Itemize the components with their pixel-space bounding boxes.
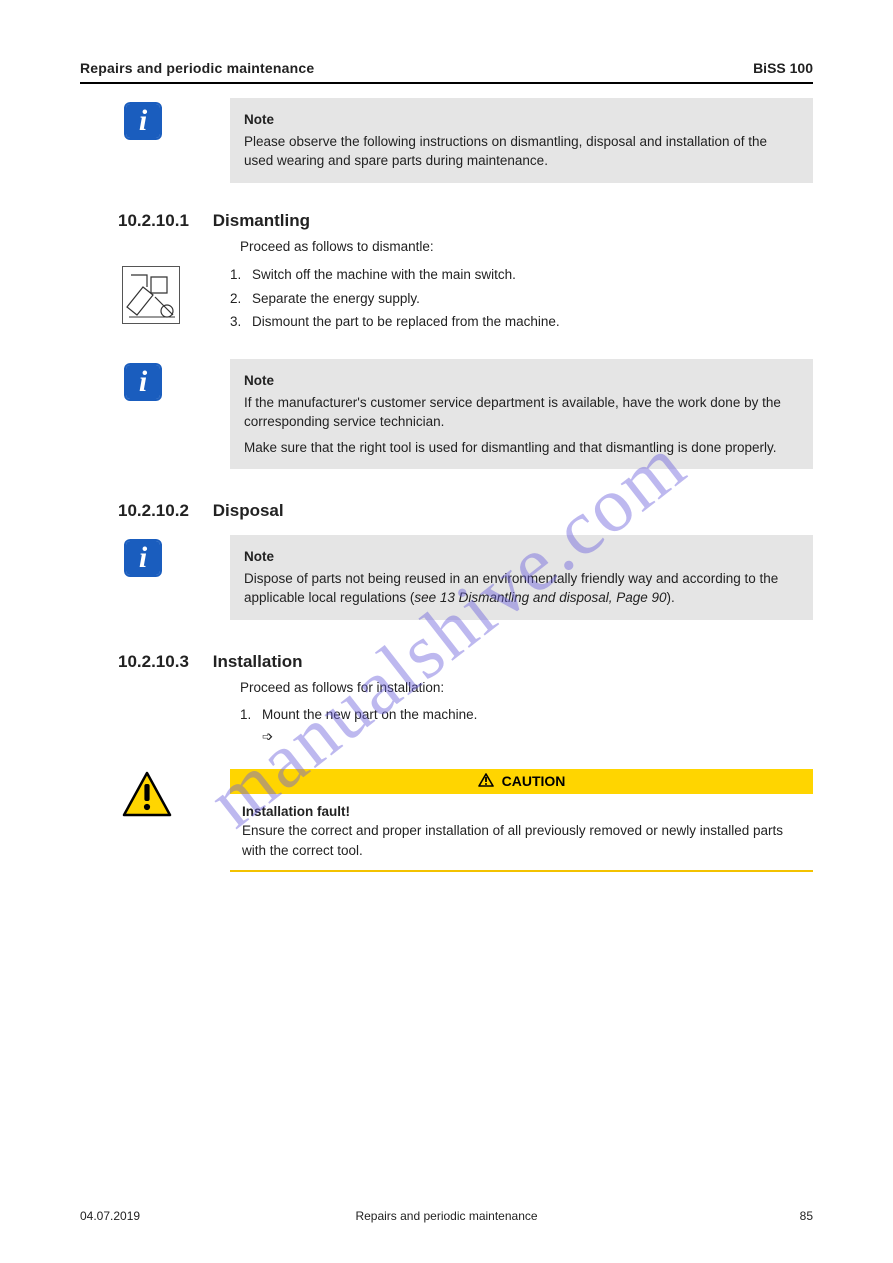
header-right: BiSS 100 xyxy=(753,60,813,76)
note-box: Note Dispose of parts not being reused i… xyxy=(230,535,813,620)
step-num: 3. xyxy=(230,311,252,333)
step-text: Dismount the part to be replaced from th… xyxy=(252,314,560,329)
info-icon: i xyxy=(122,537,164,579)
caution-header: CAUTION xyxy=(230,769,813,794)
step-text: Switch off the machine with the main swi… xyxy=(252,267,516,282)
step-item: 2.Separate the energy supply. xyxy=(230,288,813,310)
step-item: 1.Switch off the machine with the main s… xyxy=(230,264,813,286)
note-block-3: i Note Dispose of parts not being reused… xyxy=(80,535,813,620)
step-text: Separate the energy supply. xyxy=(252,291,420,306)
section-heading-dismantling: 10.2.10.1 Dismantling xyxy=(118,211,813,231)
result-arrow-icon: ➩ xyxy=(262,727,280,747)
step-list: 1.Switch off the machine with the main s… xyxy=(230,264,813,333)
header-bar: Repairs and periodic maintenance BiSS 10… xyxy=(80,60,813,84)
step-item: 3.Dismount the part to be replaced from … xyxy=(230,311,813,333)
warning-icon xyxy=(122,771,172,815)
note-text-b: ). xyxy=(667,590,675,605)
maintenance-svg xyxy=(123,267,179,323)
note-content: Note Please observe the following instru… xyxy=(230,98,813,183)
install-step-list: 1.Mount the new part on the machine. xyxy=(240,704,813,726)
note-content: Note If the manufacturer's customer serv… xyxy=(230,359,813,469)
caution-header-text: CAUTION xyxy=(502,773,566,789)
caution-block: CAUTION Installation fault! Ensure the c… xyxy=(80,769,813,873)
icon-col: i xyxy=(80,359,230,403)
caution-title-text: Installation fault! xyxy=(242,804,350,819)
install-intro: Proceed as follows for installation: xyxy=(240,678,813,698)
caution-title: Installation fault! xyxy=(242,802,801,822)
icon-col xyxy=(80,264,230,324)
footer: 04.07.2019 Repairs and periodic maintena… xyxy=(80,1209,813,1223)
step-num: 1. xyxy=(230,264,252,286)
page: manualshive.com Repairs and periodic mai… xyxy=(0,0,893,1263)
note-block-1: i Note Please observe the following inst… xyxy=(80,98,813,183)
note-text-a: If the manufacturer's customer service d… xyxy=(244,393,799,432)
note-content: Note Dispose of parts not being reused i… xyxy=(230,535,813,620)
caution-box: CAUTION Installation fault! Ensure the c… xyxy=(230,769,813,873)
info-glyph: i xyxy=(139,106,147,136)
caution-mini-icon xyxy=(478,773,494,790)
note-box: Note If the manufacturer's customer serv… xyxy=(230,359,813,469)
note-text: Please observe the following instruction… xyxy=(244,132,799,171)
note-text-b: Make sure that the right tool is used fo… xyxy=(244,438,799,458)
section-title-text: Installation xyxy=(213,652,303,671)
header-left: Repairs and periodic maintenance xyxy=(80,60,314,76)
caution-body: Installation fault! Ensure the correct a… xyxy=(230,794,813,871)
step-item: 1.Mount the new part on the machine. xyxy=(240,704,813,726)
install-intro-wrap: Proceed as follows for installation: 1.M… xyxy=(240,678,813,747)
note-title: Note xyxy=(244,110,799,130)
note-link[interactable]: see 13 Dismantling and disposal, Page 90 xyxy=(414,590,666,605)
note-box: Note Please observe the following instru… xyxy=(230,98,813,183)
icon-col xyxy=(80,769,230,815)
note-block-2: i Note If the manufacturer's customer se… xyxy=(80,359,813,469)
step-text: Mount the new part on the machine. xyxy=(262,707,477,722)
section-number: 10.2.10.1 xyxy=(118,211,208,231)
icon-col: i xyxy=(80,98,230,142)
dismantling-intro: Proceed as follows to dismantle: xyxy=(240,237,813,257)
step-num: 1. xyxy=(240,704,262,726)
section-title-text: Dismantling xyxy=(213,211,310,230)
caution-text: Ensure the correct and proper installati… xyxy=(242,821,801,860)
caution-content: CAUTION Installation fault! Ensure the c… xyxy=(230,769,813,873)
info-glyph: i xyxy=(139,367,147,397)
note-title: Note xyxy=(244,547,799,567)
section-number: 10.2.10.3 xyxy=(118,652,208,672)
section-heading-installation: 10.2.10.3 Installation xyxy=(118,652,813,672)
section-heading-disposal: 10.2.10.2 Disposal xyxy=(118,501,813,521)
info-icon: i xyxy=(122,361,164,403)
steps-content: 1.Switch off the machine with the main s… xyxy=(230,264,813,335)
steps-block: 1.Switch off the machine with the main s… xyxy=(80,264,813,335)
maintenance-icon xyxy=(122,266,180,324)
result-line: ➩ xyxy=(262,727,813,747)
section-number: 10.2.10.2 xyxy=(118,501,208,521)
info-icon: i xyxy=(122,100,164,142)
step-intro: Proceed as follows to dismantle: xyxy=(240,237,813,257)
note-text-wrap: Dispose of parts not being reused in an … xyxy=(244,569,799,608)
footer-center: Repairs and periodic maintenance xyxy=(80,1209,813,1223)
step-num: 2. xyxy=(230,288,252,310)
note-title: Note xyxy=(244,371,799,391)
info-glyph: i xyxy=(139,543,147,573)
section-title-text: Disposal xyxy=(213,501,284,520)
icon-col: i xyxy=(80,535,230,579)
